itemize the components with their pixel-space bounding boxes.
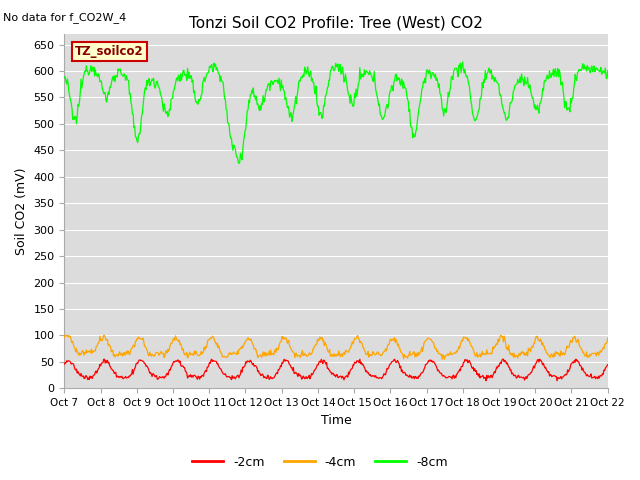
X-axis label: Time: Time <box>321 414 351 427</box>
Legend: -2cm, -4cm, -8cm: -2cm, -4cm, -8cm <box>187 451 453 474</box>
Text: TZ_soilco2: TZ_soilco2 <box>76 45 144 58</box>
Text: No data for f_CO2W_4: No data for f_CO2W_4 <box>3 12 127 23</box>
Y-axis label: Soil CO2 (mV): Soil CO2 (mV) <box>15 168 28 255</box>
Title: Tonzi Soil CO2 Profile: Tree (West) CO2: Tonzi Soil CO2 Profile: Tree (West) CO2 <box>189 15 483 30</box>
